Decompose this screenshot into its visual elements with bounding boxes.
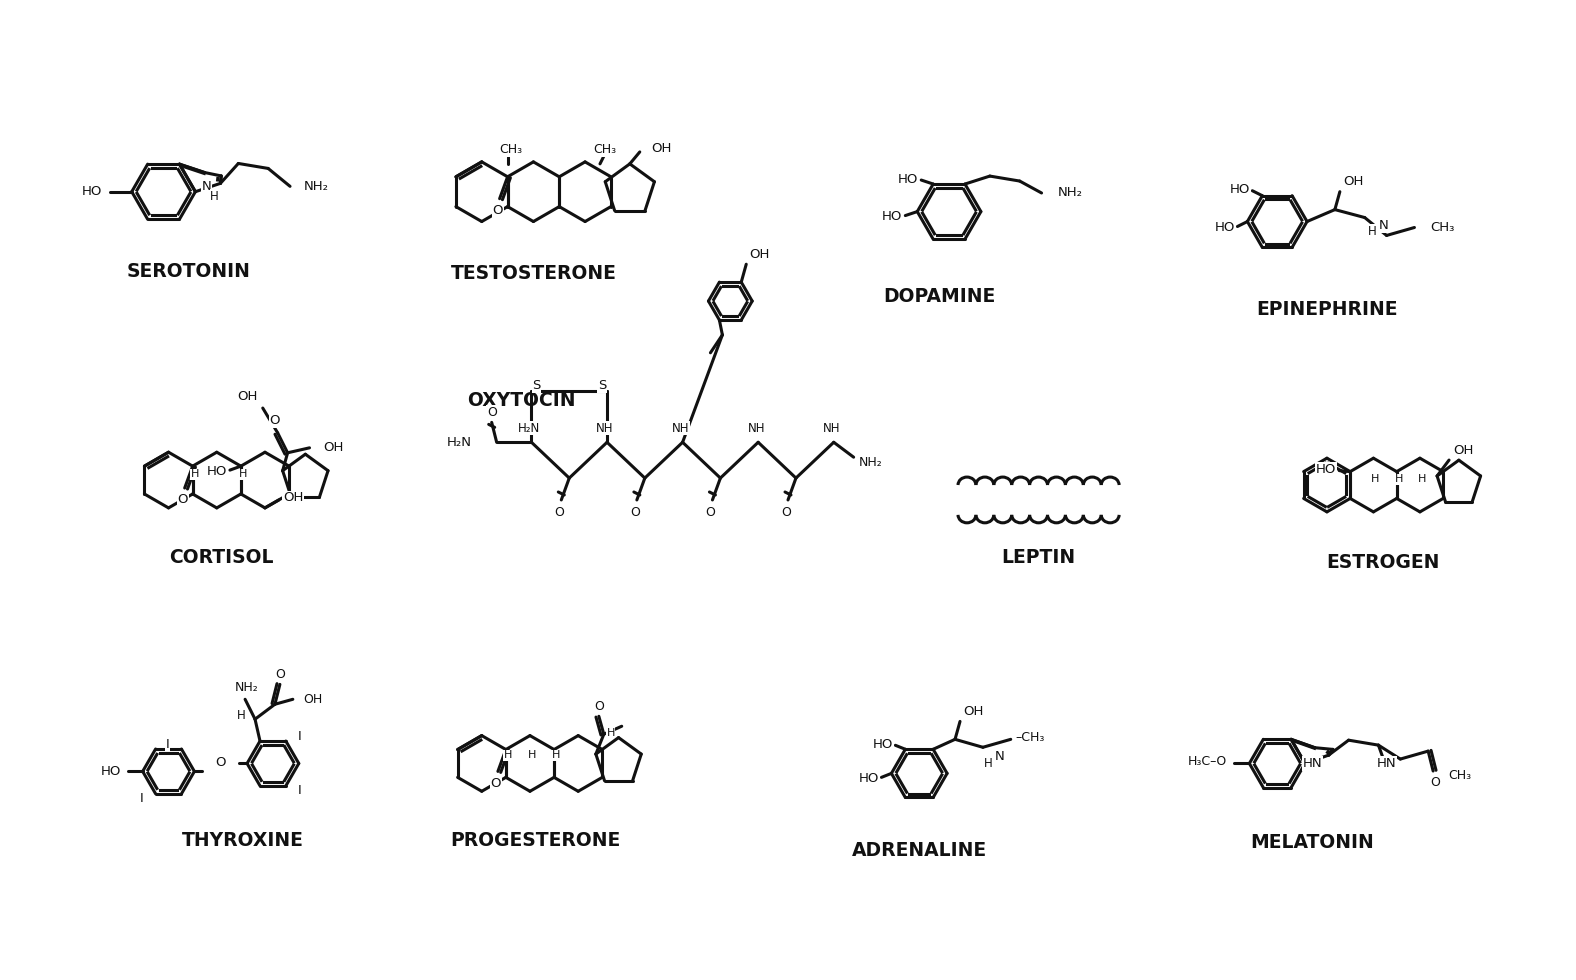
Text: O: O bbox=[706, 507, 716, 519]
Text: NH: NH bbox=[671, 421, 689, 435]
Text: OH: OH bbox=[1343, 175, 1363, 188]
Text: OH: OH bbox=[303, 693, 322, 706]
Text: H: H bbox=[607, 727, 615, 738]
Text: CORTISOL: CORTISOL bbox=[170, 548, 274, 567]
Text: OH: OH bbox=[323, 441, 344, 455]
Text: I: I bbox=[165, 738, 170, 751]
Text: HO: HO bbox=[82, 185, 102, 198]
Text: MELATONIN: MELATONIN bbox=[1250, 833, 1374, 853]
Text: HO: HO bbox=[859, 772, 879, 785]
Text: NH: NH bbox=[747, 421, 764, 435]
Text: H: H bbox=[552, 751, 559, 760]
Text: HN: HN bbox=[1303, 758, 1322, 770]
Text: O: O bbox=[782, 507, 791, 519]
Text: S: S bbox=[533, 379, 541, 392]
Text: OH: OH bbox=[963, 705, 983, 718]
Text: S: S bbox=[597, 379, 607, 392]
Text: CH₃: CH₃ bbox=[1448, 769, 1470, 782]
Text: H: H bbox=[214, 469, 222, 479]
Text: SEROTONIN: SEROTONIN bbox=[126, 262, 251, 280]
Text: CH₃: CH₃ bbox=[594, 143, 616, 157]
Text: OH: OH bbox=[238, 390, 258, 403]
Text: I: I bbox=[140, 792, 143, 806]
Text: OH: OH bbox=[652, 142, 671, 156]
Text: –CH₃: –CH₃ bbox=[1015, 731, 1045, 744]
Text: PROGESTERONE: PROGESTERONE bbox=[449, 831, 619, 851]
Text: H: H bbox=[238, 469, 247, 479]
Text: OXYTOCIN: OXYTOCIN bbox=[466, 391, 575, 410]
Text: O: O bbox=[1429, 776, 1440, 790]
Text: O: O bbox=[490, 777, 501, 790]
Text: THYROXINE: THYROXINE bbox=[183, 831, 304, 851]
Text: EPINEPHRINE: EPINEPHRINE bbox=[1256, 300, 1398, 318]
Text: H₂N: H₂N bbox=[448, 436, 471, 449]
Text: O: O bbox=[594, 700, 604, 712]
Text: NH: NH bbox=[596, 421, 613, 435]
Text: OH: OH bbox=[749, 248, 769, 261]
Text: O: O bbox=[274, 668, 285, 681]
Text: H: H bbox=[1418, 474, 1426, 484]
Text: N: N bbox=[1379, 219, 1388, 232]
Text: O: O bbox=[178, 494, 188, 507]
Text: HO: HO bbox=[206, 465, 227, 477]
Text: HO: HO bbox=[1229, 183, 1250, 196]
Text: LEPTIN: LEPTIN bbox=[1001, 548, 1076, 567]
Text: CH₃: CH₃ bbox=[500, 143, 522, 157]
Text: H₃C–O: H₃C–O bbox=[1188, 755, 1228, 768]
Text: O: O bbox=[216, 756, 225, 769]
Text: I: I bbox=[298, 784, 301, 798]
Text: O: O bbox=[555, 507, 564, 519]
Text: TESTOSTERONE: TESTOSTERONE bbox=[451, 264, 616, 283]
Text: OH: OH bbox=[282, 491, 303, 505]
Text: HN: HN bbox=[1376, 757, 1396, 769]
Text: HO: HO bbox=[1215, 221, 1236, 234]
Text: ESTROGEN: ESTROGEN bbox=[1327, 553, 1440, 572]
Text: I: I bbox=[298, 729, 301, 743]
Text: N: N bbox=[994, 750, 1004, 762]
Text: NH₂: NH₂ bbox=[1057, 186, 1083, 200]
Text: H: H bbox=[236, 709, 246, 721]
Text: CH₃: CH₃ bbox=[1431, 221, 1455, 234]
Text: O: O bbox=[269, 415, 281, 427]
Text: NH₂: NH₂ bbox=[235, 681, 258, 694]
Text: H: H bbox=[210, 190, 219, 203]
Text: HO: HO bbox=[898, 172, 919, 185]
Text: H: H bbox=[191, 469, 199, 479]
Text: H: H bbox=[1371, 474, 1379, 484]
Text: N: N bbox=[202, 180, 211, 193]
Text: NH: NH bbox=[823, 421, 840, 435]
Text: HO: HO bbox=[883, 210, 903, 223]
Text: HO: HO bbox=[873, 738, 894, 751]
Text: OH: OH bbox=[1453, 444, 1474, 457]
Text: H: H bbox=[528, 751, 536, 760]
Text: DOPAMINE: DOPAMINE bbox=[883, 286, 996, 306]
Text: NH₂: NH₂ bbox=[859, 456, 883, 468]
Text: HO: HO bbox=[101, 765, 121, 778]
Text: ADRENALINE: ADRENALINE bbox=[851, 842, 987, 860]
Text: NH₂: NH₂ bbox=[304, 180, 329, 193]
Text: H: H bbox=[1395, 474, 1403, 484]
Text: O: O bbox=[487, 406, 496, 418]
Text: H: H bbox=[1368, 225, 1377, 238]
Text: O: O bbox=[630, 507, 640, 519]
Text: HO: HO bbox=[1316, 464, 1336, 476]
Text: H: H bbox=[504, 751, 512, 760]
Text: O: O bbox=[492, 204, 503, 218]
Text: H₂N: H₂N bbox=[519, 421, 541, 435]
Text: H: H bbox=[983, 757, 993, 769]
